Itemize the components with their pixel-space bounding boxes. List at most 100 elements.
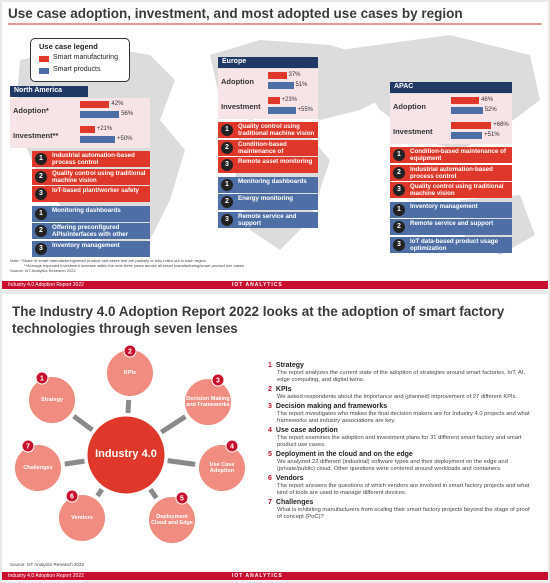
- bar: [80, 111, 120, 118]
- bar-label: +50%: [117, 136, 133, 142]
- use-case-text: Quality control using traditional machin…: [238, 123, 315, 137]
- lens-item: 7 Challenges What is inhibiting manufactur…: [268, 499, 536, 521]
- footer-report: Industry 4.0 Adoption Report 2022: [8, 573, 84, 579]
- use-case-text: IoT data-based product usage optimizatio…: [410, 237, 499, 252]
- lens-description: The report answers the questions of whic…: [277, 483, 530, 496]
- lens-heading: KPIs: [275, 386, 292, 393]
- footer-report: Industry 4.0 Adoption Report 2022: [8, 282, 84, 288]
- rank-badge: 3: [35, 188, 47, 200]
- use-case-text: Energy monitoring: [238, 195, 294, 202]
- lens-number: 2: [128, 349, 132, 356]
- lens-description: What is inhibiting manufacturers from sc…: [277, 507, 530, 520]
- lens-badge: [225, 439, 239, 453]
- lens-circle: [147, 495, 197, 545]
- lens-number: 3: [216, 378, 220, 385]
- lens-item: 1 Strategy The report analyzes the current…: [268, 362, 536, 384]
- bar: [268, 107, 296, 114]
- source: Source: IoT Analytics Research 2022: [10, 562, 84, 567]
- lens-description: We asked respondents about the importanc…: [277, 394, 518, 400]
- lens-number: 1: [40, 376, 44, 383]
- lens-heading: Use case adoption: [275, 427, 338, 434]
- lens-label: Decision Making and Frameworks: [186, 395, 230, 409]
- use-case-item: 3 Inventory management: [32, 240, 150, 257]
- rank-badge: 2: [393, 166, 405, 179]
- arrow: [64, 458, 85, 467]
- lens-heading-row: 6 Vendors: [268, 475, 536, 483]
- use-case-item: 3 IoT-based plant/worker safety: [32, 186, 150, 202]
- use-case-item: 2 Offering preconfigured APIs/interfaces …: [32, 223, 150, 245]
- lens-description: The report analyzes the current state of…: [277, 370, 526, 383]
- bar-label: +55%: [297, 107, 314, 113]
- lens-circle: [27, 375, 77, 425]
- legend-swatch: [39, 68, 49, 74]
- use-case-text: IoT-based plant/worker safety: [52, 187, 139, 194]
- lens-description: We analyzed 22 different (industrial) so…: [277, 459, 508, 472]
- bar: [451, 107, 483, 114]
- rank-badge: 1: [35, 207, 47, 220]
- lens-label: Vendors: [71, 514, 93, 521]
- note: **Average expected investment increase w…: [24, 263, 245, 268]
- bar: [80, 126, 95, 133]
- center-circle: [84, 413, 168, 497]
- rank-badge: 3: [221, 213, 233, 226]
- lens-badge: [123, 344, 137, 358]
- use-case-item: 2 Industrial automation-based process con…: [390, 164, 512, 181]
- lens-item: 5 Deployment in the cloud and on the edge…: [268, 451, 536, 473]
- footer-brand: IOT ANALYTICS: [232, 282, 283, 288]
- region-header: North America: [10, 86, 88, 97]
- use-case-text: Quality control using traditional machin…: [52, 169, 146, 184]
- use-case-text: Monitoring dashboards: [238, 177, 307, 185]
- note: Note: *Share of smart manufacturing/smar…: [10, 258, 206, 263]
- use-case-item: 1 Inventory management: [390, 201, 512, 218]
- lens-number: 4: [230, 444, 234, 451]
- lens-heading-row: 2 KPIs: [268, 386, 536, 394]
- lens-heading-number: 3: [268, 403, 272, 410]
- use-case-text: Industrial automation-based process cont…: [410, 165, 493, 180]
- lens-number: 7: [26, 444, 30, 451]
- use-case-text: Inventory management: [410, 202, 478, 210]
- rank-badge: 3: [393, 238, 405, 251]
- metric-label: Investment: [221, 102, 261, 111]
- rank-badge: 3: [35, 242, 47, 255]
- rank-badge: 2: [35, 225, 47, 237]
- use-case-item: 1 Condition-based maintenance of equipmen…: [390, 147, 512, 163]
- lens-circle: [197, 443, 247, 493]
- arrow: [72, 414, 94, 432]
- lens-heading-number: 4: [268, 427, 272, 434]
- rank-badge: 2: [221, 196, 233, 208]
- rank-badge: 1: [221, 124, 233, 136]
- lens-heading-row: 3 Decision making and frameworks: [268, 403, 536, 411]
- metric-label: Investment: [393, 127, 433, 136]
- arrow: [159, 414, 187, 435]
- metric-box: Adoption 37% 51% Investment +23% +55%: [218, 69, 318, 119]
- lens-label: Strategy: [40, 396, 63, 403]
- lens-heading: Challenges: [275, 499, 314, 506]
- lens-badge: [211, 373, 225, 387]
- lens-circle: [13, 443, 63, 493]
- bar-label: +23%: [281, 97, 298, 103]
- rank-badge: 1: [221, 178, 233, 191]
- lens-list: 1 Strategy The report analyzes the current…: [268, 362, 536, 523]
- legend-label: Smart manufacturing: [53, 54, 118, 61]
- metric-label: Adoption: [221, 77, 254, 86]
- legend-box: Use case legend Smart manufacturing Smart …: [30, 38, 130, 82]
- lens-heading-number: 7: [268, 499, 272, 506]
- lens-heading-row: 4 Use case adoption: [268, 427, 536, 435]
- use-case-text: Remote service and support: [410, 220, 494, 227]
- lens-circle: [57, 493, 107, 543]
- rank-badge: 3: [221, 159, 233, 171]
- use-case-text: Monitoring dashboards: [52, 206, 121, 214]
- use-case-text: Industrial automation-based process cont…: [52, 152, 135, 166]
- use-case-text: Quality control using traditional machin…: [410, 183, 504, 197]
- slide-title: Use case adoption, investment, and most …: [8, 6, 463, 21]
- bar-label: 52%: [484, 107, 497, 113]
- lens-heading-number: 2: [268, 386, 272, 393]
- footer: Industry 4.0 Adoption Report 2022 IOT ANA…: [2, 572, 548, 580]
- lens-item: 6 Vendors The report answers the questions…: [268, 475, 536, 497]
- use-case-item: 1 Quality control using traditional machi…: [218, 122, 318, 138]
- lens-heading-row: 1 Strategy: [268, 362, 536, 370]
- legend-title: Use case legend: [39, 42, 98, 51]
- bar-label: 56%: [121, 111, 134, 117]
- bar-label: 37%: [288, 72, 301, 78]
